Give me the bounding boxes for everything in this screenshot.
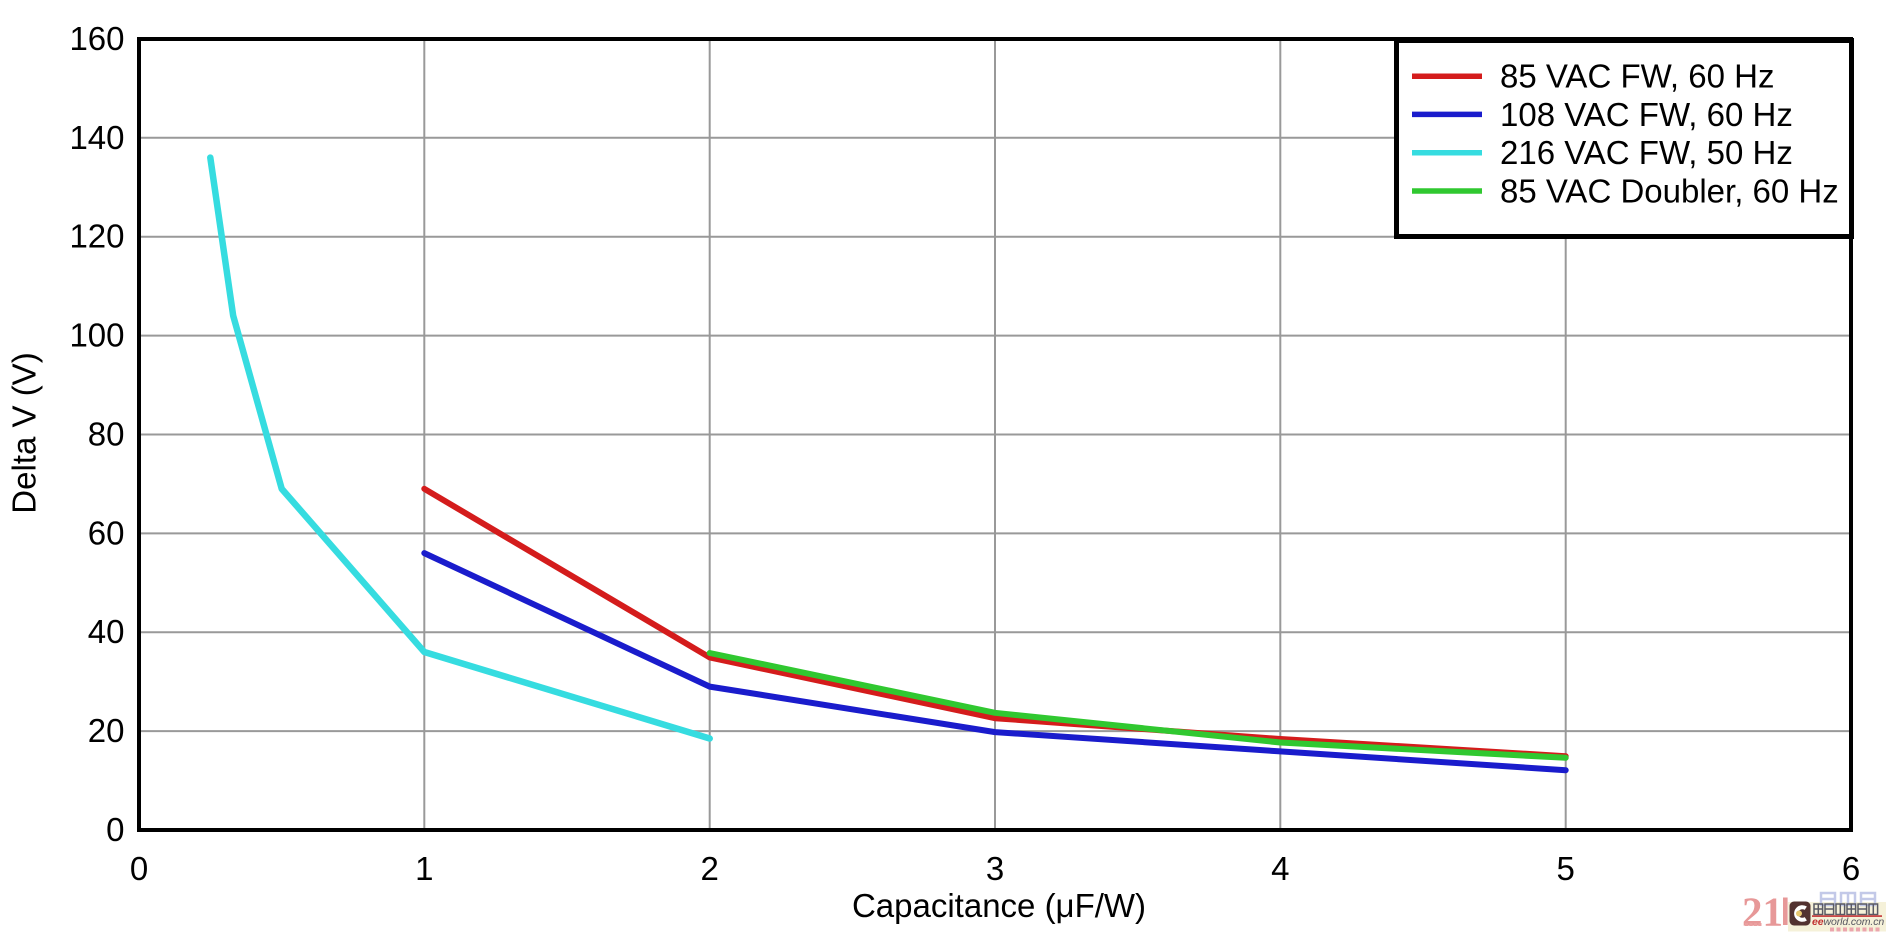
svg-text:216 VAC FW, 50 Hz: 216 VAC FW, 50 Hz bbox=[1500, 134, 1793, 171]
svg-text:85 VAC FW, 60 Hz: 85 VAC FW, 60 Hz bbox=[1500, 58, 1774, 95]
svg-text:60: 60 bbox=[88, 514, 125, 551]
svg-text:0: 0 bbox=[130, 850, 148, 887]
svg-text:eeworld.com.cn: eeworld.com.cn bbox=[1812, 916, 1884, 928]
svg-text:4: 4 bbox=[1271, 850, 1289, 887]
svg-text:120: 120 bbox=[69, 218, 124, 255]
svg-text:5: 5 bbox=[1557, 850, 1575, 887]
svg-text:140: 140 bbox=[69, 119, 124, 156]
svg-text:100: 100 bbox=[69, 317, 124, 354]
svg-text:160: 160 bbox=[69, 20, 124, 57]
svg-text:Capacitance (μF/W): Capacitance (μF/W) bbox=[852, 887, 1146, 924]
svg-text:40: 40 bbox=[88, 613, 125, 650]
svg-text:108 VAC FW, 60 Hz: 108 VAC FW, 60 Hz bbox=[1500, 96, 1793, 133]
svg-text:20: 20 bbox=[88, 712, 125, 749]
svg-text:2: 2 bbox=[701, 850, 719, 887]
svg-text:1: 1 bbox=[415, 850, 433, 887]
svg-text:3: 3 bbox=[986, 850, 1004, 887]
svg-text:21: 21 bbox=[1742, 889, 1783, 935]
svg-text:85 VAC Doubler, 60 Hz: 85 VAC Doubler, 60 Hz bbox=[1500, 173, 1839, 210]
svg-text:80: 80 bbox=[88, 416, 125, 453]
svg-text:0: 0 bbox=[106, 811, 124, 848]
svg-text:Delta V (V): Delta V (V) bbox=[6, 352, 43, 513]
svg-text:6: 6 bbox=[1842, 850, 1860, 887]
